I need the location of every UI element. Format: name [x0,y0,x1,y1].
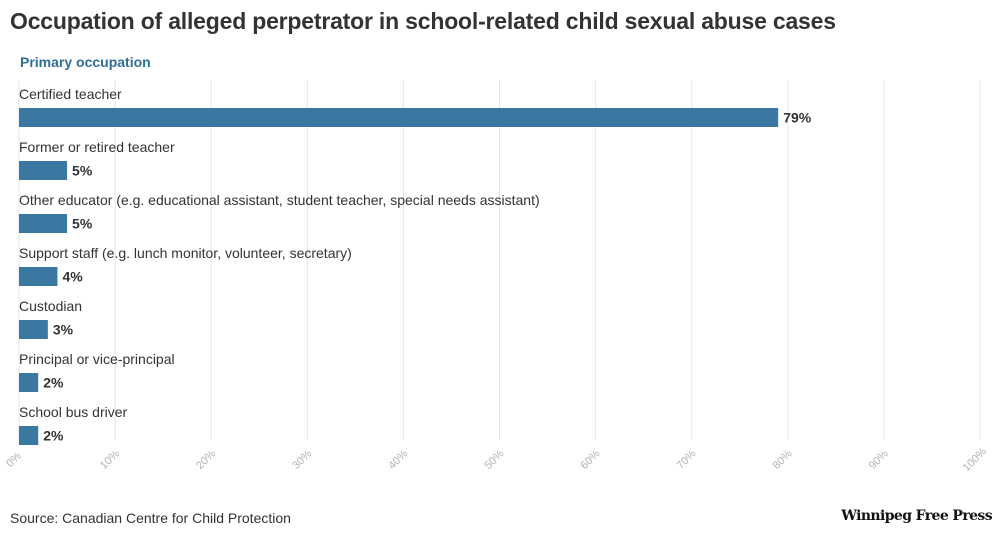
winnipeg-free-press-logo: Winnipeg Free Press [841,508,992,524]
x-tick-label: 0% [4,450,24,470]
x-tick-label: 10% [98,448,122,472]
x-tick-label: 40% [386,448,410,472]
category-label: School bus driver [19,404,128,420]
x-tick-label: 100% [961,446,990,475]
bar [19,214,68,233]
x-tick-label: 50% [482,448,506,472]
bar [19,320,48,339]
bar-value-label: 5% [72,216,93,232]
bar-value-label: 79% [783,110,812,126]
category-label: Former or retired teacher [19,139,175,155]
bar [19,108,779,127]
category-label: Support staff (e.g. lunch monitor, volun… [19,245,352,261]
x-tick-label: 70% [675,448,699,472]
chart-title: Occupation of alleged perpetrator in sch… [10,8,836,34]
category-label: Custodian [19,298,82,314]
bar-value-label: 2% [43,375,64,391]
bar-value-label: 5% [72,163,93,179]
x-tick-label: 60% [578,448,602,472]
bar-value-label: 2% [43,428,64,444]
x-tick-label: 20% [194,448,218,472]
bar [19,267,58,286]
x-tick-label: 30% [290,448,314,472]
bar-chart: 0% 10% 20% 30% 40% 50% 60% 70% 80% 90% 100% Certifi… [4,80,990,475]
bar-value-label: 3% [53,322,74,338]
bar [19,161,68,180]
category-label: Certified teacher [19,86,122,102]
category-label: Principal or vice-principal [19,351,175,367]
bar-value-label: 4% [62,269,83,285]
x-tick-label: 90% [867,448,891,472]
bar [19,373,39,392]
x-tick-label: 80% [771,448,795,472]
source-note: Source: Canadian Centre for Child Protec… [10,510,291,526]
bar [19,426,39,445]
axis-label-primary-occupation: Primary occupation [20,54,151,70]
category-label: Other educator (e.g. educational assista… [19,192,540,208]
